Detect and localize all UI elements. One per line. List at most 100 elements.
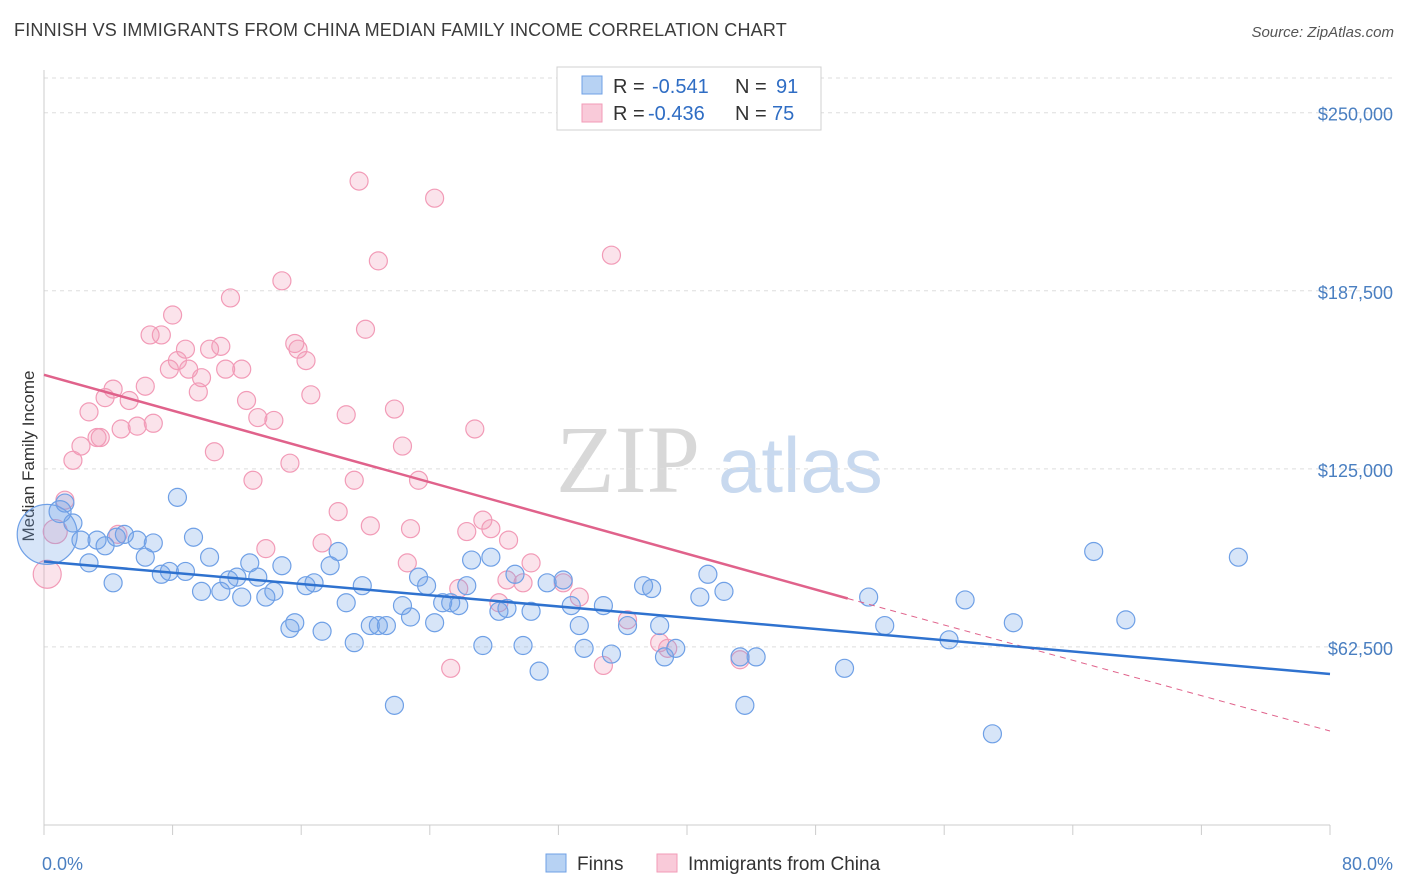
finns-point <box>875 615 895 636</box>
y-tick-label: $187,500 <box>1318 283 1393 303</box>
finns-point <box>199 547 220 567</box>
finns-point <box>416 576 437 596</box>
legend-box: R = -0.541 N = 91 R = -0.436 N = 75 <box>556 66 822 131</box>
finns-point <box>264 581 284 601</box>
y-axis-label: Median Family Income <box>19 370 38 541</box>
legend-china-r-value: -0.436 <box>648 103 705 125</box>
finns-point <box>344 633 364 653</box>
finns-point <box>352 576 372 596</box>
finns-point <box>175 561 196 582</box>
china-point <box>232 359 252 379</box>
finns-point <box>982 724 1003 744</box>
china-point <box>441 658 461 678</box>
china-point <box>312 533 332 553</box>
china-point <box>256 539 276 559</box>
y-tick-label: $125,000 <box>1318 461 1393 481</box>
china-point <box>392 436 413 456</box>
finns-point <box>400 607 421 627</box>
finns-point <box>272 556 292 576</box>
bottom-legend-finns-label: Finns <box>577 854 623 875</box>
finns-point <box>513 635 533 656</box>
china-point <box>617 610 638 630</box>
finns-point <box>698 564 718 584</box>
china-point <box>272 271 292 291</box>
finns-point <box>167 487 188 507</box>
china-point <box>521 553 541 573</box>
legend-china-n-value: 75 <box>772 103 794 125</box>
china-point <box>248 407 268 428</box>
china-point <box>384 399 405 419</box>
finns-point <box>746 647 766 667</box>
watermark-zip: ZIP <box>556 406 700 513</box>
finns-point <box>425 613 445 633</box>
chart-title: FINNISH VS IMMIGRANTS FROM CHINA MEDIAN … <box>14 20 787 40</box>
china-point <box>344 470 364 490</box>
finns-point <box>730 647 750 667</box>
finns-point <box>183 527 204 547</box>
finns-point <box>376 615 396 636</box>
series-finns-points <box>16 487 1248 744</box>
finns-point <box>360 615 380 636</box>
finns-point <box>433 593 453 613</box>
y-tick-labels: $62,500 $125,000 $187,500 $250,000 <box>1318 105 1393 659</box>
finns-point <box>143 533 163 553</box>
finns-point <box>569 615 589 636</box>
x-tick-labels: 0.0% 80.0% <box>42 854 1393 874</box>
finns-point <box>336 593 356 613</box>
china-point <box>336 405 356 425</box>
china-point <box>175 339 196 359</box>
china-point <box>71 436 91 456</box>
china-point <box>111 419 131 439</box>
finns-point <box>457 576 477 596</box>
china-point <box>243 470 263 490</box>
bottom-legend: Finns Immigrants from China <box>545 853 881 875</box>
china-point <box>498 530 519 550</box>
china-trend-extension <box>847 598 1331 732</box>
china-point <box>188 382 208 402</box>
china-point <box>457 521 477 542</box>
finns-point <box>690 587 710 607</box>
finns-point <box>529 661 549 681</box>
china-point <box>280 453 300 473</box>
china-point <box>465 419 485 439</box>
legend-china-swatch <box>581 103 603 123</box>
legend-finns-r-value: -0.541 <box>652 76 709 98</box>
china-point <box>400 519 421 539</box>
legend-china-n-label: N = <box>735 103 767 125</box>
china-point <box>32 559 62 589</box>
china-point <box>236 390 257 411</box>
finns-point <box>127 530 147 550</box>
china-point <box>135 376 155 396</box>
china-point <box>481 519 501 539</box>
y-tick-label: $62,500 <box>1328 639 1393 659</box>
china-point <box>127 416 147 436</box>
finns-point <box>55 493 75 513</box>
finns-point <box>71 530 91 550</box>
china-point <box>204 442 224 462</box>
x-tick-label-max: 80.0% <box>1342 854 1393 874</box>
legend-finns-n-value: 91 <box>776 76 798 98</box>
watermark-atlas: atlas <box>718 421 883 509</box>
finns-point <box>16 503 78 565</box>
finns-point <box>735 695 755 715</box>
china-point <box>79 402 99 422</box>
finns-point <box>392 596 413 616</box>
finns-point <box>312 621 332 641</box>
finns-point <box>248 567 268 587</box>
finns-point <box>650 615 670 636</box>
china-point <box>264 410 284 431</box>
finns-point <box>481 547 501 567</box>
china-point <box>151 325 171 345</box>
finns-point <box>304 573 324 593</box>
legend-finns-n-label: N = <box>735 76 767 98</box>
finns-point <box>553 570 573 590</box>
finns-point <box>211 581 231 601</box>
finns-point <box>1003 613 1023 633</box>
finns-point <box>666 638 686 658</box>
finns-point <box>191 581 212 601</box>
china-point <box>328 502 348 522</box>
china-point <box>285 333 305 354</box>
china-point <box>288 339 308 359</box>
finns-point <box>497 598 517 619</box>
